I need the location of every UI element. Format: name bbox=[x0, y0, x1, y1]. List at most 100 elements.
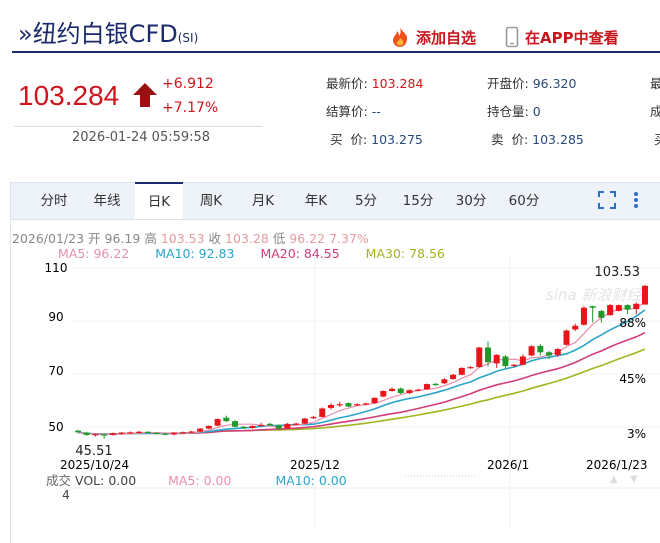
candle-body bbox=[127, 432, 134, 434]
candle bbox=[528, 345, 535, 357]
candle-body bbox=[476, 347, 483, 368]
candle-body bbox=[162, 433, 169, 435]
ma5-legend: MA5: 96.22 bbox=[58, 246, 130, 261]
tab-60min[interactable]: 60分 bbox=[508, 193, 540, 209]
tab-intraday[interactable]: 分时 bbox=[40, 193, 68, 209]
y-tick-110: 110 bbox=[45, 261, 68, 275]
candle-body bbox=[275, 425, 282, 429]
view-in-app-label: 在APP中查看 bbox=[525, 28, 619, 47]
candle-body bbox=[214, 419, 221, 426]
candle bbox=[345, 402, 352, 408]
candle-body bbox=[153, 432, 160, 435]
more-vertical-icon[interactable] bbox=[631, 190, 641, 210]
min-price-label: 45.51 bbox=[75, 444, 112, 459]
candle-body bbox=[589, 306, 596, 308]
view-in-app-button[interactable]: 在APP中查看 bbox=[505, 26, 619, 48]
candle-body bbox=[319, 408, 326, 417]
flame-icon bbox=[393, 27, 408, 47]
candle-body bbox=[371, 397, 378, 404]
add-watchlist-button[interactable]: 添加自选 bbox=[390, 26, 476, 48]
candle-body bbox=[580, 307, 587, 325]
ma20-legend: MA20: 84.55 bbox=[260, 246, 340, 261]
candle-body bbox=[345, 403, 352, 407]
candle bbox=[476, 346, 483, 368]
ma20-line bbox=[77, 331, 646, 436]
candle bbox=[118, 432, 125, 435]
candle-body bbox=[240, 426, 247, 429]
volume-label: 成交 bbox=[46, 473, 72, 488]
volume-value: VOL: 0.00 bbox=[75, 473, 137, 488]
candle-body bbox=[493, 354, 500, 364]
candle-body bbox=[197, 428, 204, 432]
tab-5min[interactable]: 5分 bbox=[354, 193, 378, 209]
chart-panel bbox=[10, 182, 660, 543]
field-open-label: 开盘价: bbox=[487, 76, 529, 91]
candle bbox=[537, 344, 544, 356]
candle-body bbox=[249, 425, 256, 429]
field-bid-label: 买 价: bbox=[330, 132, 368, 147]
fullscreen-icon[interactable] bbox=[597, 190, 617, 210]
candle-body bbox=[205, 425, 212, 429]
field-ask: 卖 价: 103.285 bbox=[491, 129, 584, 148]
candle bbox=[458, 367, 465, 376]
candle-body bbox=[528, 346, 535, 356]
candle bbox=[188, 430, 195, 433]
candle bbox=[336, 401, 343, 407]
quote-time: 2026-01-24 05:59:58 bbox=[72, 130, 211, 145]
candle bbox=[589, 305, 596, 323]
candle bbox=[153, 432, 160, 435]
candle-body bbox=[546, 352, 553, 356]
scroll-down-icon[interactable]: ▼ bbox=[630, 474, 638, 485]
candle-body bbox=[537, 345, 544, 353]
candle bbox=[319, 407, 326, 418]
chart-tab-bar bbox=[11, 183, 660, 220]
phone-icon bbox=[505, 26, 519, 48]
candle-body bbox=[519, 356, 526, 365]
field-settle: 结算价: -- bbox=[326, 101, 381, 120]
candle bbox=[162, 432, 169, 436]
field-ask-value: 103.285 bbox=[532, 132, 584, 147]
y-tick-70: 70 bbox=[48, 364, 63, 378]
candle-body bbox=[170, 432, 177, 435]
candle-body bbox=[458, 367, 465, 375]
candle-body bbox=[354, 404, 361, 406]
field-oi-label: 持仓量: bbox=[487, 104, 529, 119]
tab-30min[interactable]: 30分 bbox=[455, 193, 487, 209]
x-label-start: 2025/10/24 bbox=[60, 458, 129, 472]
candle bbox=[101, 433, 108, 439]
field-bid: 买 价: 103.275 bbox=[330, 129, 423, 148]
candle-body bbox=[389, 388, 396, 391]
candle bbox=[144, 431, 151, 434]
candle bbox=[136, 430, 143, 434]
candle bbox=[223, 415, 230, 422]
tab-yearly-k[interactable]: 年K bbox=[304, 193, 328, 209]
candle-body bbox=[607, 305, 614, 316]
candle bbox=[92, 433, 99, 437]
tab-15min[interactable]: 15分 bbox=[402, 193, 434, 209]
info-open: 96.19 bbox=[104, 231, 141, 246]
max-price-label: 103.53 bbox=[595, 265, 641, 280]
candle-body bbox=[484, 347, 491, 363]
ma30-line bbox=[77, 348, 646, 436]
candle bbox=[249, 425, 256, 429]
candle bbox=[415, 388, 422, 392]
candlestick-chart: sina 新浪财经 110 90 70 50 88% 45% 3% 103.53… bbox=[45, 255, 660, 528]
up-arrow-icon bbox=[133, 83, 157, 107]
info-close: 103.28 bbox=[225, 231, 269, 246]
candle-body bbox=[109, 433, 116, 435]
candle bbox=[406, 389, 413, 395]
pct-tick-2: 45% bbox=[619, 372, 646, 386]
x-label-end: 2026/1/23 bbox=[586, 458, 648, 472]
header-divider bbox=[12, 51, 660, 53]
tab-daily-k[interactable]: 日K bbox=[135, 182, 183, 219]
candle-body bbox=[450, 374, 457, 380]
tab-weekly-k[interactable]: 周K bbox=[199, 193, 223, 209]
quote-divider bbox=[14, 126, 262, 127]
candle bbox=[170, 432, 177, 436]
tab-yearly-line[interactable]: 年线 bbox=[93, 193, 121, 209]
field-latest: 最新价: 103.284 bbox=[326, 73, 423, 92]
field-ask-label: 卖 价: bbox=[491, 132, 529, 147]
candle bbox=[75, 429, 81, 434]
tab-monthly-k[interactable]: 月K bbox=[251, 193, 275, 209]
scroll-up-icon[interactable]: ▲ bbox=[610, 474, 618, 485]
